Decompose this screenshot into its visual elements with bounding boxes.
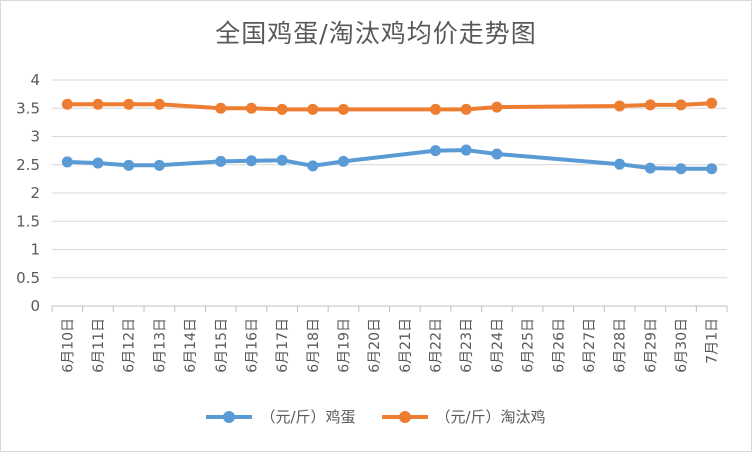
x-tick-label: 6月21日 [398, 318, 414, 373]
x-tick-label: 6月26日 [551, 318, 567, 373]
x-tick-label: 6月11日 [91, 318, 107, 373]
legend-marker-egg [223, 410, 236, 423]
legend-label-culled-hen: （元/斤）淘汰鸡 [435, 408, 546, 426]
data-point-1-0 [61, 98, 73, 110]
x-tick-label: 6月27日 [582, 318, 598, 373]
chart-title: 全国鸡蛋/淘汰鸡均价走势图 [215, 19, 537, 48]
data-point-0-19 [644, 162, 656, 174]
x-tick-label: 6月17日 [275, 318, 291, 373]
legend-label-egg: （元/斤）鸡蛋 [260, 408, 356, 426]
series-line-1 [65, 101, 714, 112]
legend-item-culled-hen: （元/斤）淘汰鸡 [381, 406, 546, 427]
data-point-0-18 [614, 158, 626, 170]
x-tick-label: 6月22日 [429, 318, 445, 373]
y-tick-label: 2.5 [16, 156, 40, 174]
x-tick-label: 6月10日 [60, 318, 76, 373]
x-tick-label: 6月18日 [306, 318, 322, 373]
data-point-1-2 [123, 98, 135, 110]
data-point-0-21 [706, 163, 718, 175]
x-tick-label: 6月13日 [152, 318, 168, 373]
data-point-0-20 [675, 163, 687, 175]
data-point-0-1 [92, 157, 104, 169]
x-tick-label: 6月25日 [521, 318, 537, 373]
x-tick-label: 6月19日 [336, 318, 352, 373]
data-point-0-9 [337, 155, 349, 167]
x-tick-label: 6月16日 [244, 318, 260, 373]
data-point-0-2 [123, 159, 135, 171]
data-point-1-13 [460, 103, 472, 115]
data-point-1-19 [644, 99, 656, 111]
data-point-1-21 [706, 97, 718, 109]
y-tick-label: 1 [30, 241, 40, 259]
x-tick-label: 6月23日 [459, 318, 475, 373]
data-point-1-3 [153, 98, 165, 110]
data-point-1-1 [92, 98, 104, 110]
data-point-1-20 [675, 99, 687, 111]
x-tick-label: 6月24日 [490, 318, 506, 373]
data-point-1-12 [430, 103, 442, 115]
legend-swatch-culled-hen [381, 410, 428, 423]
chart-legend: （元/斤）鸡蛋 （元/斤）淘汰鸡 [0, 406, 752, 427]
data-point-1-5 [215, 102, 227, 114]
y-tick-label: 0 [30, 297, 40, 315]
data-point-0-12 [430, 145, 442, 157]
y-tick-label: 4 [30, 71, 40, 89]
x-tick-label: 6月14日 [183, 318, 199, 373]
x-tick-label: 6月28日 [613, 318, 629, 373]
data-point-1-14 [491, 101, 503, 113]
data-point-0-0 [61, 156, 73, 168]
data-point-0-13 [460, 144, 472, 156]
data-point-0-5 [215, 155, 227, 167]
data-point-0-7 [276, 154, 288, 166]
x-tick-label: 6月12日 [122, 318, 138, 373]
data-point-1-9 [337, 103, 349, 115]
y-tick-label: 3 [30, 128, 40, 146]
data-point-1-18 [614, 100, 626, 112]
data-point-1-7 [276, 103, 288, 115]
x-tick-label: 6月15日 [214, 318, 230, 373]
y-tick-label: 3.5 [16, 99, 40, 117]
legend-item-egg: （元/斤）鸡蛋 [206, 406, 356, 427]
data-point-1-6 [245, 102, 257, 114]
y-tick-label: 2 [30, 184, 40, 202]
x-tick-label: 6月29日 [643, 318, 659, 373]
data-point-0-14 [491, 148, 503, 160]
data-point-1-8 [307, 103, 319, 115]
legend-marker-culled-hen [398, 410, 411, 423]
data-point-0-3 [153, 159, 165, 171]
data-point-0-6 [245, 155, 257, 167]
legend-swatch-egg [206, 410, 253, 423]
x-tick-label: 7月1日 [705, 318, 721, 364]
data-point-0-8 [307, 160, 319, 172]
x-tick-label: 6月20日 [367, 318, 383, 373]
y-tick-label: 0.5 [16, 269, 40, 287]
x-tick-label: 6月30日 [674, 318, 690, 373]
series-line-0 [65, 148, 714, 171]
y-tick-label: 1.5 [16, 212, 40, 230]
